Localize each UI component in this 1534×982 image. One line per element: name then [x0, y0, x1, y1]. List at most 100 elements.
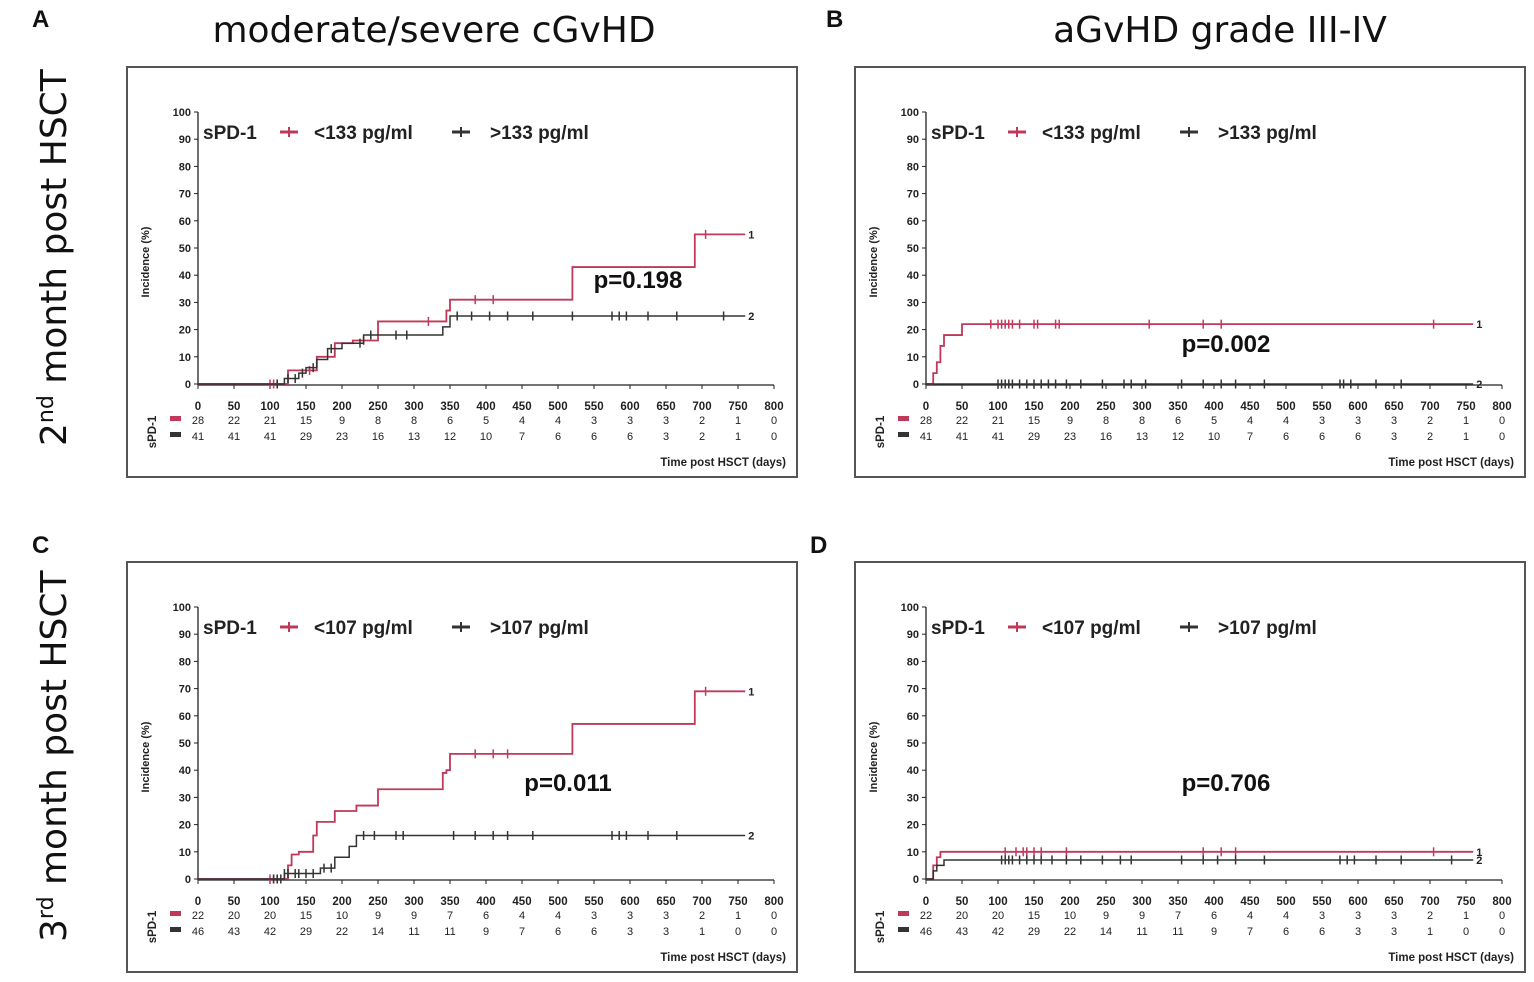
at-risk-count: 1	[1463, 431, 1469, 443]
at-risk-count: 6	[627, 431, 633, 443]
at-risk-label: sPD-1	[147, 910, 159, 943]
x-tick-label: 100	[260, 896, 279, 908]
at-risk-count: 0	[1463, 926, 1469, 938]
at-risk-count: 4	[1247, 415, 1253, 427]
series-end-label: 1	[1476, 319, 1482, 331]
y-tick-label: 80	[907, 656, 919, 668]
at-risk-count: 3	[1355, 415, 1361, 427]
y-tick-label: 80	[907, 161, 919, 173]
y-axis-label: Incidence (%)	[140, 226, 152, 297]
at-risk-count: 9	[483, 926, 489, 938]
at-risk-count: 7	[1247, 926, 1253, 938]
at-risk-count: 9	[1103, 910, 1109, 922]
x-tick-label: 750	[728, 401, 747, 413]
legend-label: <133 pg/ml	[314, 123, 413, 144]
x-tick-label: 450	[1240, 401, 1259, 413]
x-tick-label: 550	[1312, 896, 1331, 908]
y-axis-label: Incidence (%)	[140, 721, 152, 792]
at-risk-count: 7	[519, 431, 525, 443]
p-value: p=0.002	[1182, 331, 1271, 358]
legend-title: sPD-1	[931, 618, 985, 639]
at-risk-count: 4	[1283, 910, 1289, 922]
y-axis-label: Incidence (%)	[868, 721, 880, 792]
at-risk-count: 3	[663, 926, 669, 938]
x-tick-label: 800	[764, 896, 783, 908]
at-risk-count: 2	[1427, 431, 1433, 443]
at-risk-count: 9	[375, 910, 381, 922]
x-tick-label: 650	[656, 896, 675, 908]
series-1: 1	[198, 686, 754, 884]
at-risk-count: 4	[519, 415, 525, 427]
x-tick-label: 750	[1456, 896, 1475, 908]
chart-panel-d: 0 10 20 30 40 50 60 70 80 90 100 Incidence (%) 0 50 10…	[854, 561, 1526, 973]
at-risk-count: 5	[1211, 415, 1217, 427]
y-tick-label: 10	[179, 352, 191, 364]
panel-letter-b: B	[826, 6, 844, 33]
x-tick-label: 400	[476, 896, 495, 908]
at-risk-swatch	[898, 432, 909, 437]
at-risk-count: 28	[192, 415, 204, 427]
y-tick-label: 30	[907, 792, 919, 804]
at-risk-count: 42	[992, 926, 1004, 938]
x-tick-label: 350	[1168, 896, 1187, 908]
y-tick-label: 70	[179, 684, 191, 696]
legend-title: sPD-1	[931, 123, 985, 144]
x-tick-label: 250	[368, 401, 387, 413]
series-2: 2	[198, 830, 754, 884]
at-risk-count: 3	[627, 415, 633, 427]
at-risk-count: 2	[1427, 415, 1433, 427]
series-2: 2	[926, 379, 1482, 391]
at-risk-count: 11	[1172, 926, 1183, 938]
y-tick-label: 40	[179, 765, 191, 777]
at-risk-count: 8	[411, 415, 417, 427]
series-line	[198, 690, 746, 880]
x-tick-label: 450	[512, 896, 531, 908]
x-tick-label: 350	[440, 401, 459, 413]
at-risk-count: 22	[1064, 926, 1076, 938]
at-risk-count: 15	[300, 910, 312, 922]
x-tick-label: 200	[1060, 401, 1079, 413]
at-risk-count: 22	[920, 910, 932, 922]
series-2: 2	[926, 855, 1482, 880]
at-risk-count: 42	[264, 926, 276, 938]
at-risk-count: 41	[192, 431, 204, 443]
at-risk-count: 2	[699, 415, 705, 427]
at-risk-count: 3	[1355, 926, 1361, 938]
x-tick-label: 300	[1132, 896, 1151, 908]
at-risk-count: 9	[1067, 415, 1073, 427]
at-risk-count: 41	[228, 431, 240, 443]
y-tick-label: 20	[907, 820, 919, 832]
at-risk-count: 41	[992, 431, 1004, 443]
y-tick-label: 90	[907, 134, 919, 146]
at-risk-count: 0	[771, 415, 777, 427]
at-risk-count: 6	[591, 431, 597, 443]
at-risk-count: 0	[1499, 415, 1505, 427]
at-risk-count: 6	[1319, 431, 1325, 443]
y-tick-label: 10	[907, 847, 919, 859]
at-risk-count: 12	[444, 431, 456, 443]
at-risk-count: 21	[992, 415, 1004, 427]
x-tick-label: 600	[1348, 896, 1367, 908]
legend-title: sPD-1	[203, 618, 257, 639]
y-tick-label: 40	[907, 270, 919, 282]
at-risk-count: 4	[1283, 415, 1289, 427]
at-risk-count: 29	[300, 431, 312, 443]
at-risk-count: 9	[1211, 926, 1217, 938]
y-tick-label: 30	[907, 297, 919, 309]
p-value: p=0.011	[524, 770, 611, 797]
at-risk-count: 0	[1499, 910, 1505, 922]
at-risk-count: 3	[663, 415, 669, 427]
x-tick-label: 0	[195, 896, 201, 908]
at-risk-count: 6	[555, 431, 561, 443]
x-tick-label: 150	[296, 401, 315, 413]
y-tick-label: 100	[901, 602, 919, 614]
at-risk-count: 4	[519, 910, 525, 922]
y-tick-label: 70	[907, 189, 919, 201]
y-tick-label: 100	[901, 107, 919, 119]
at-risk-count: 10	[1064, 910, 1076, 922]
column-title-cgvhd: moderate/severe cGvHD	[212, 10, 656, 51]
at-risk-count: 14	[1100, 926, 1112, 938]
x-tick-label: 550	[584, 896, 603, 908]
at-risk-count: 3	[1355, 910, 1361, 922]
at-risk-count: 16	[1100, 431, 1112, 443]
